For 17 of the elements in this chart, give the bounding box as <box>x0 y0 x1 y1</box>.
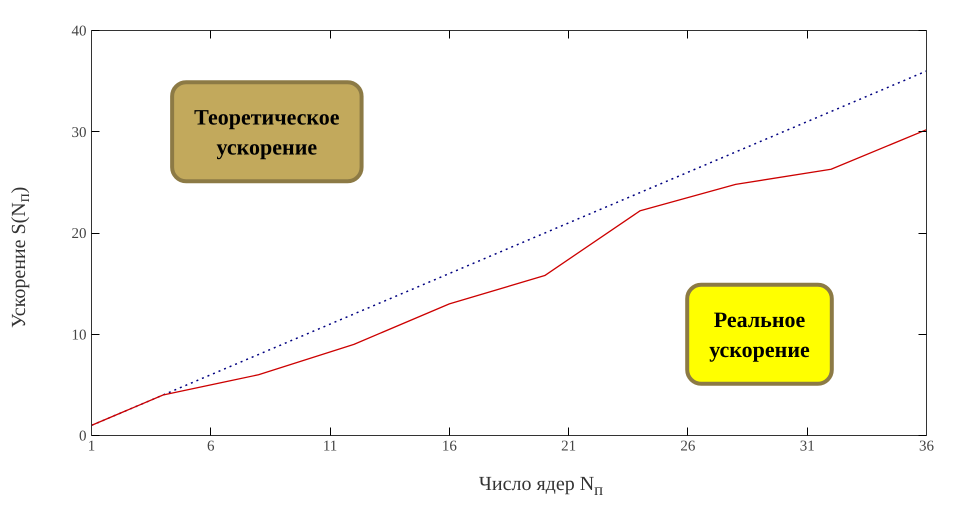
annotation: Реальное ускорение <box>709 306 810 362</box>
x-tick-label: 11 <box>322 438 338 454</box>
y-tick-label: 0 <box>79 428 86 444</box>
y-tick-label: 20 <box>72 226 86 242</box>
line-series <box>92 129 926 426</box>
x-tick-label: 26 <box>680 438 696 454</box>
y-tick-label: 40 <box>72 24 86 40</box>
x-tick-label: 21 <box>561 438 576 454</box>
y-tick-label: 10 <box>72 327 86 344</box>
x-tick-label: 1 <box>88 438 96 454</box>
x-tick-label: 31 <box>800 438 815 454</box>
annotation: Теоретическое ускорение <box>194 104 340 160</box>
y-tick-label: 30 <box>72 124 86 141</box>
x-axis-title: Число ядер N$_{п}$ <box>478 472 604 501</box>
x-tick-label: 6 <box>207 438 216 454</box>
x-tick-label: 36 <box>919 438 934 454</box>
x-tick-label: 16 <box>442 438 458 454</box>
